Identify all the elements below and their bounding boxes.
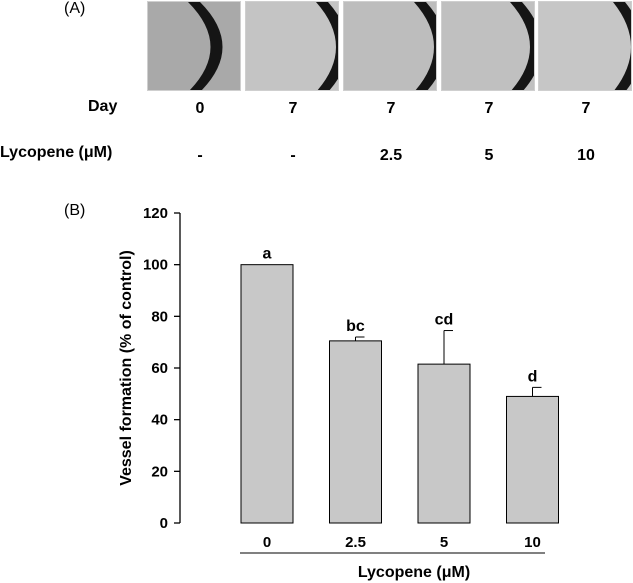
significance-label: a: [263, 246, 272, 263]
micrograph-day7-10: [538, 1, 632, 91]
x-tick-label: 0: [263, 534, 271, 551]
significance-label: d: [528, 368, 538, 385]
lycopene-row-label: Lycopene (μM): [0, 144, 113, 161]
bar: [506, 395, 559, 524]
bar: [417, 363, 471, 524]
day-row-label: Day: [88, 98, 118, 115]
bar: [240, 264, 294, 524]
day-cell: 7: [386, 100, 396, 117]
y-tick-label: 80: [151, 308, 168, 325]
micrograph-day7-2-5: [343, 1, 437, 91]
y-tick-label: 60: [151, 360, 168, 377]
y-tick-label: 120: [143, 205, 168, 222]
micrograph-day7-5: [441, 1, 535, 91]
dose-cell: -: [290, 147, 296, 164]
micrograph-day7-control: [245, 1, 339, 91]
y-axis-title: Vessel formation (% of control): [118, 250, 135, 486]
dose-cell: 5: [484, 147, 494, 164]
bar: [329, 340, 382, 524]
day-cell: 0: [195, 100, 205, 117]
dose-cell: 2.5: [379, 147, 403, 164]
significance-label: bc: [346, 318, 365, 335]
panel-a-label: (A): [64, 0, 86, 17]
x-tick-label: 5: [440, 534, 448, 551]
day-cell: 7: [581, 100, 591, 117]
y-tick-label: 20: [151, 463, 168, 480]
dose-cell: 10: [577, 147, 595, 164]
y-tick-label: 40: [151, 412, 168, 429]
dose-cell: -: [197, 147, 203, 164]
x-axis-title: Lycopene (μM): [358, 564, 470, 581]
day-cell: 7: [288, 100, 298, 117]
panel-b-label: (B): [64, 202, 86, 219]
y-tick-label: 100: [143, 257, 168, 274]
x-tick-label: 2.5: [345, 534, 366, 551]
micrograph-day0-control: [147, 1, 241, 91]
significance-label: cd: [435, 312, 454, 329]
day-cell: 7: [484, 100, 494, 117]
x-tick-label: 10: [524, 534, 541, 551]
y-tick-label: 0: [160, 515, 168, 532]
